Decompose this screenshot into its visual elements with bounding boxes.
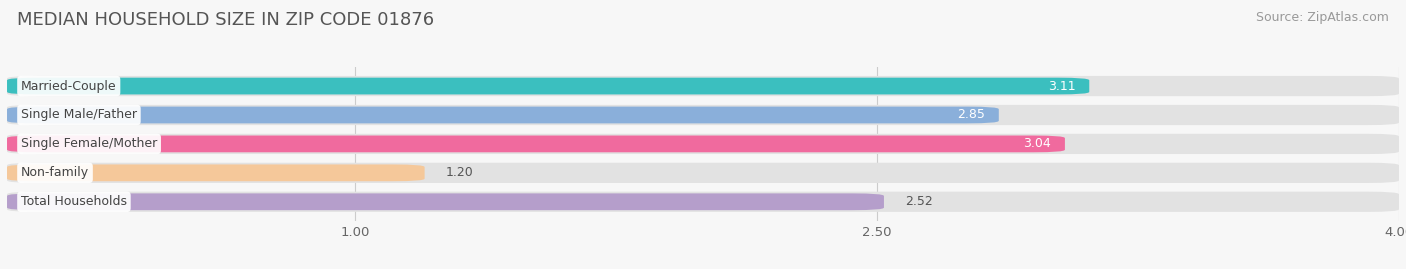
Text: Source: ZipAtlas.com: Source: ZipAtlas.com <box>1256 11 1389 24</box>
Text: Single Male/Father: Single Male/Father <box>21 108 136 122</box>
Text: 2.52: 2.52 <box>905 195 932 208</box>
FancyBboxPatch shape <box>7 192 1399 212</box>
FancyBboxPatch shape <box>7 136 1064 152</box>
FancyBboxPatch shape <box>7 164 425 181</box>
FancyBboxPatch shape <box>7 134 1399 154</box>
Text: MEDIAN HOUSEHOLD SIZE IN ZIP CODE 01876: MEDIAN HOUSEHOLD SIZE IN ZIP CODE 01876 <box>17 11 434 29</box>
Text: 1.20: 1.20 <box>446 166 474 179</box>
FancyBboxPatch shape <box>7 107 998 123</box>
Text: 2.85: 2.85 <box>957 108 984 122</box>
Text: 3.04: 3.04 <box>1024 137 1050 150</box>
Text: 3.11: 3.11 <box>1047 80 1076 93</box>
Text: Single Female/Mother: Single Female/Mother <box>21 137 157 150</box>
Text: Non-family: Non-family <box>21 166 89 179</box>
FancyBboxPatch shape <box>7 163 1399 183</box>
FancyBboxPatch shape <box>7 78 1090 94</box>
FancyBboxPatch shape <box>7 105 1399 125</box>
FancyBboxPatch shape <box>7 76 1399 96</box>
Text: Total Households: Total Households <box>21 195 127 208</box>
FancyBboxPatch shape <box>7 193 884 210</box>
Text: Married-Couple: Married-Couple <box>21 80 117 93</box>
